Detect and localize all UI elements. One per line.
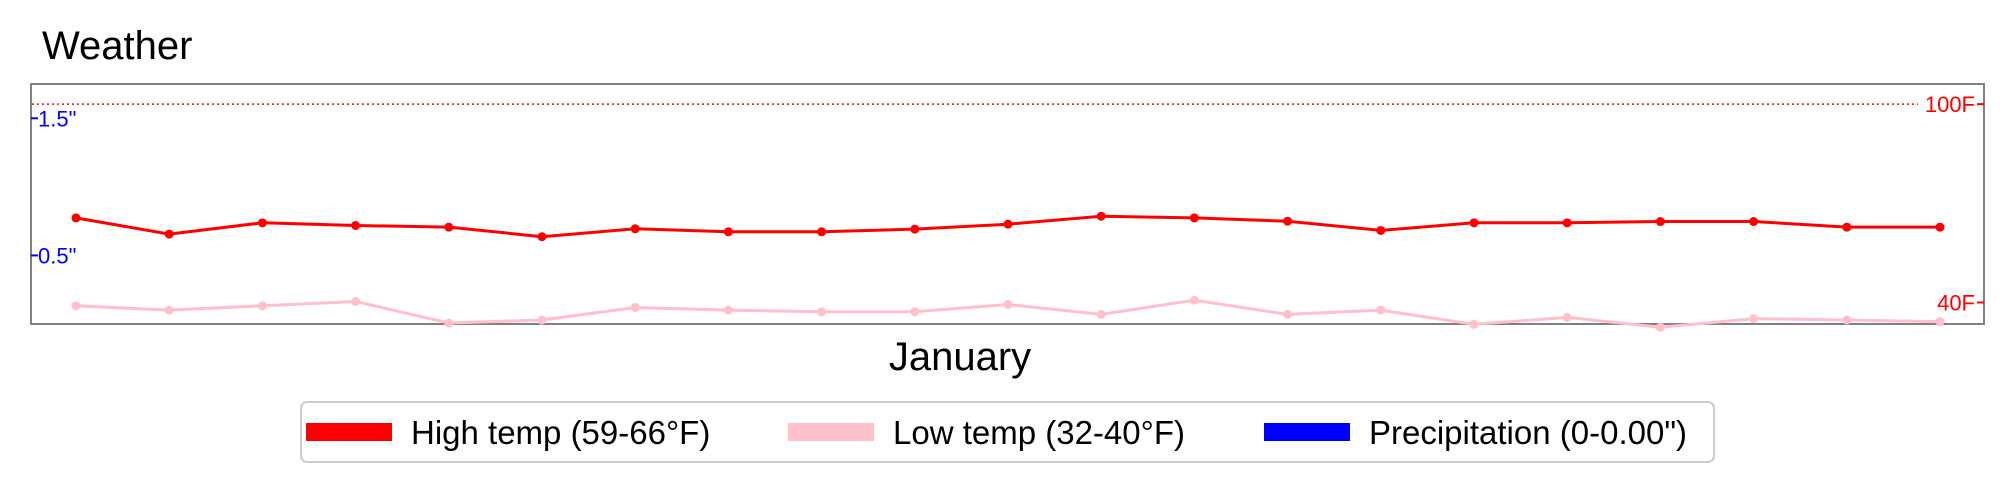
low-temp-point	[630, 302, 640, 312]
left-tick-label: 1.5"	[38, 106, 76, 131]
high-temp-point	[71, 213, 81, 223]
low-temp-point	[1935, 317, 1945, 327]
low-temp-point	[723, 305, 733, 315]
low-temp-point	[1283, 309, 1293, 319]
low-temp-point	[1003, 299, 1013, 309]
chart-title: Weather	[42, 24, 192, 68]
low-temp-point	[1189, 295, 1199, 305]
x-axis-label: January	[889, 335, 1031, 379]
low-temp-point	[351, 297, 361, 307]
high-temp-point	[1003, 219, 1013, 229]
high-temp-point	[817, 227, 827, 237]
high-temp-point	[257, 218, 267, 228]
low-temp-point	[257, 301, 267, 311]
high-temp-point	[723, 227, 733, 237]
legend-box	[300, 401, 1715, 463]
high-temp-point	[164, 229, 174, 239]
high-temp-point	[1842, 222, 1852, 232]
low-temp-point	[444, 318, 454, 328]
low-temp-point	[1655, 322, 1665, 332]
high-temp-point	[1655, 217, 1665, 227]
low-temp-point	[817, 307, 827, 317]
low-temp-point	[1469, 319, 1479, 329]
legend-label-high: High temp (59-66°F)	[411, 414, 710, 451]
low-temp-point	[1096, 309, 1106, 319]
high-temp-point	[351, 220, 361, 230]
high-temp-point	[1749, 217, 1759, 227]
high-temp-point	[1283, 216, 1293, 226]
legend-swatch-high	[306, 423, 392, 441]
low-temp-point	[1842, 315, 1852, 325]
high-temp-point	[1562, 218, 1572, 228]
legend-label-low: Low temp (32-40°F)	[893, 414, 1185, 451]
low-temp-point	[910, 307, 920, 317]
left-tick-label: 0.5"	[38, 243, 76, 268]
low-temp-point	[1562, 312, 1572, 322]
high-temp-point	[1376, 225, 1386, 235]
low-temp-point	[164, 305, 174, 315]
low-temp-point	[1749, 314, 1759, 324]
legend-swatch-low	[788, 423, 874, 441]
plot-frame	[30, 83, 1985, 325]
high-temp-point	[910, 224, 920, 234]
high-temp-point	[1469, 218, 1479, 228]
right-tick-label: 100F	[1925, 92, 1975, 117]
low-temp-point	[537, 315, 547, 325]
high-temp-point	[630, 224, 640, 234]
low-temp-point	[1376, 305, 1386, 315]
high-temp-point	[444, 222, 454, 232]
legend-swatch-precip	[1264, 423, 1350, 441]
legend-label-precip: Precipitation (0-0.00")	[1369, 414, 1687, 451]
low-temp-point	[71, 301, 81, 311]
right-tick-label: 40F	[1937, 291, 1975, 316]
high-temp-point	[1189, 213, 1199, 223]
high-temp-point	[537, 232, 547, 242]
high-temp-point	[1096, 211, 1106, 221]
high-temp-point	[1935, 222, 1945, 232]
